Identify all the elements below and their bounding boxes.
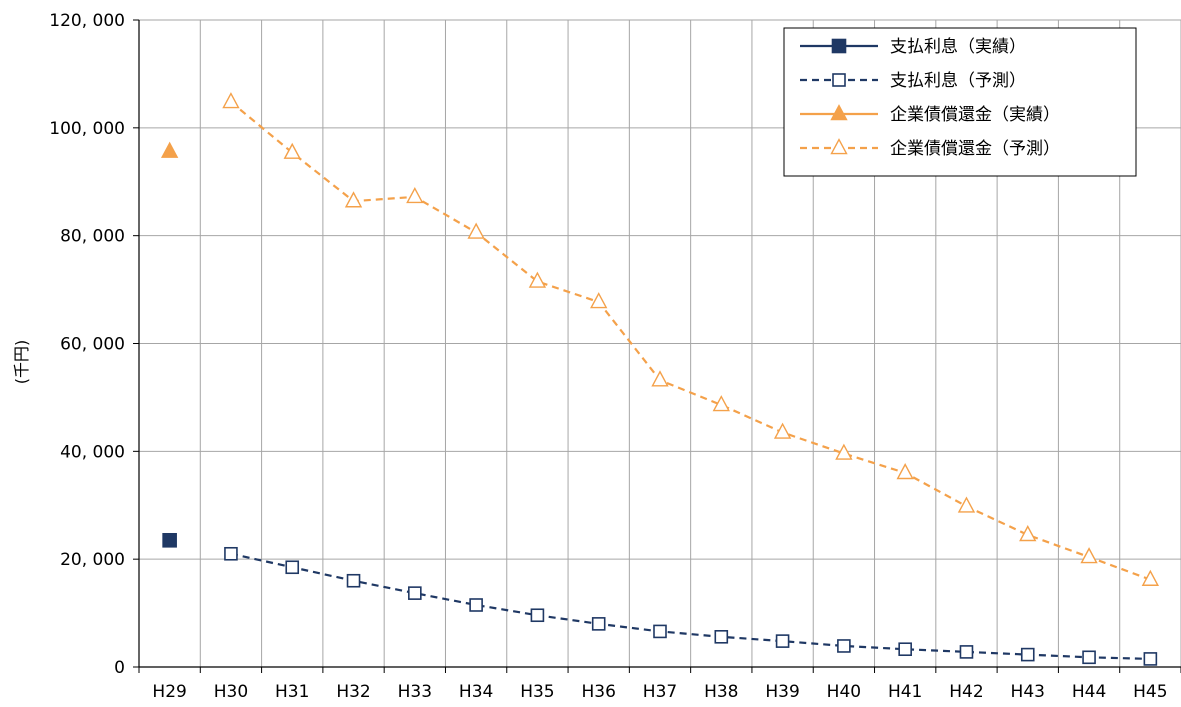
legend-entry-0: 支払利息（実績） — [800, 37, 1026, 57]
data-point — [1080, 547, 1098, 564]
x-tick-label: H34 — [459, 682, 493, 702]
data-point — [222, 92, 240, 109]
x-tick-label: H42 — [949, 682, 983, 702]
y-tick-label: 120, 000 — [49, 11, 125, 31]
data-point — [344, 191, 363, 208]
data-point — [467, 222, 485, 239]
x-tick-label: H36 — [581, 682, 615, 702]
series-line-3 — [230, 101, 1151, 581]
data-point — [1019, 525, 1037, 542]
x-tick-label: H41 — [888, 682, 922, 702]
data-point — [898, 642, 912, 657]
series-1 — [224, 546, 1158, 666]
data-point — [590, 292, 608, 309]
x-tick-label: H35 — [520, 682, 554, 702]
y-tick-label: 60, 000 — [60, 335, 125, 355]
y-tick-label: 0 — [114, 658, 125, 678]
y-axis-label: (千円) — [12, 340, 31, 385]
legend-entry-1: 支払利息（予測） — [800, 71, 1026, 91]
data-point — [651, 370, 669, 387]
x-tick-labels: H29 H30 H31 H32 H33 H34 H35 H36 H37 H38 H39 H40 H41 H… — [152, 682, 1167, 702]
data-point — [346, 573, 361, 588]
data-point — [1082, 650, 1096, 665]
legend-entry-2: 企業債償還金（実績） — [800, 104, 1060, 125]
y-tick-label: 100, 000 — [49, 119, 125, 139]
series-2 — [160, 141, 179, 158]
data-point — [469, 598, 483, 612]
y-tick-label: 40, 000 — [60, 442, 125, 462]
data-point — [712, 395, 730, 412]
x-tick-label: H43 — [1011, 682, 1045, 702]
y-tick-label: 20, 000 — [60, 550, 125, 570]
legend-marker — [830, 138, 848, 155]
x-tick-label: H32 — [336, 682, 370, 702]
legend-marker — [832, 73, 846, 87]
x-tick-label: H31 — [275, 682, 309, 702]
data-point — [837, 639, 851, 653]
data-point — [283, 142, 301, 159]
y-tick-label: 80, 000 — [60, 227, 125, 247]
x-tick-label: H44 — [1072, 682, 1106, 702]
x-tick-label: H40 — [827, 682, 861, 702]
data-point — [224, 546, 238, 561]
data-point — [408, 586, 422, 600]
data-point — [653, 624, 667, 639]
data-point — [591, 617, 606, 631]
data-point — [896, 463, 914, 480]
x-tick-label: H45 — [1133, 682, 1167, 702]
x-tick-label: H37 — [643, 682, 677, 702]
series-0 — [162, 532, 177, 548]
x-tick-label: H33 — [398, 682, 432, 702]
data-point — [773, 422, 792, 439]
data-point — [162, 532, 177, 548]
data-point — [1141, 569, 1160, 586]
legend-label: 企業債償還金（予測） — [890, 139, 1060, 159]
legend: 支払利息（実績） 支払利息（予測） 企業債償還金（実績） 企業債償還金（予測） — [783, 27, 1137, 177]
data-point — [406, 186, 424, 204]
legend-marker — [831, 38, 847, 54]
series-3 — [222, 92, 1160, 586]
y-tick-labels: 0 20, 000 40, 000 60, 000 80, 000 100, 000 120… — [49, 11, 125, 678]
x-tick-label: H39 — [765, 682, 799, 702]
data-point — [714, 630, 729, 644]
data-point — [957, 496, 976, 513]
x-tick-label: H29 — [152, 682, 186, 702]
data-point — [835, 443, 853, 460]
axes — [133, 19, 1181, 673]
legend-label: 支払利息（実績） — [890, 37, 1026, 57]
legend-marker — [830, 104, 848, 121]
series — [160, 92, 1160, 666]
data-point — [528, 271, 547, 288]
data-point — [959, 645, 974, 659]
data-point — [530, 608, 545, 623]
legend-entry-3: 企業債償還金（予測） — [800, 138, 1060, 159]
series-line-1 — [230, 552, 1151, 661]
legend-label: 支払利息（予測） — [890, 71, 1026, 91]
data-point — [160, 141, 179, 158]
data-point — [775, 634, 790, 648]
data-point — [285, 560, 300, 575]
x-tick-label: H38 — [704, 682, 738, 702]
data-point — [1143, 652, 1158, 666]
x-tick-label: H30 — [214, 682, 248, 702]
legend-label: 企業債償還金（実績） — [890, 105, 1060, 125]
data-point — [1020, 647, 1035, 662]
grid — [139, 19, 1181, 667]
